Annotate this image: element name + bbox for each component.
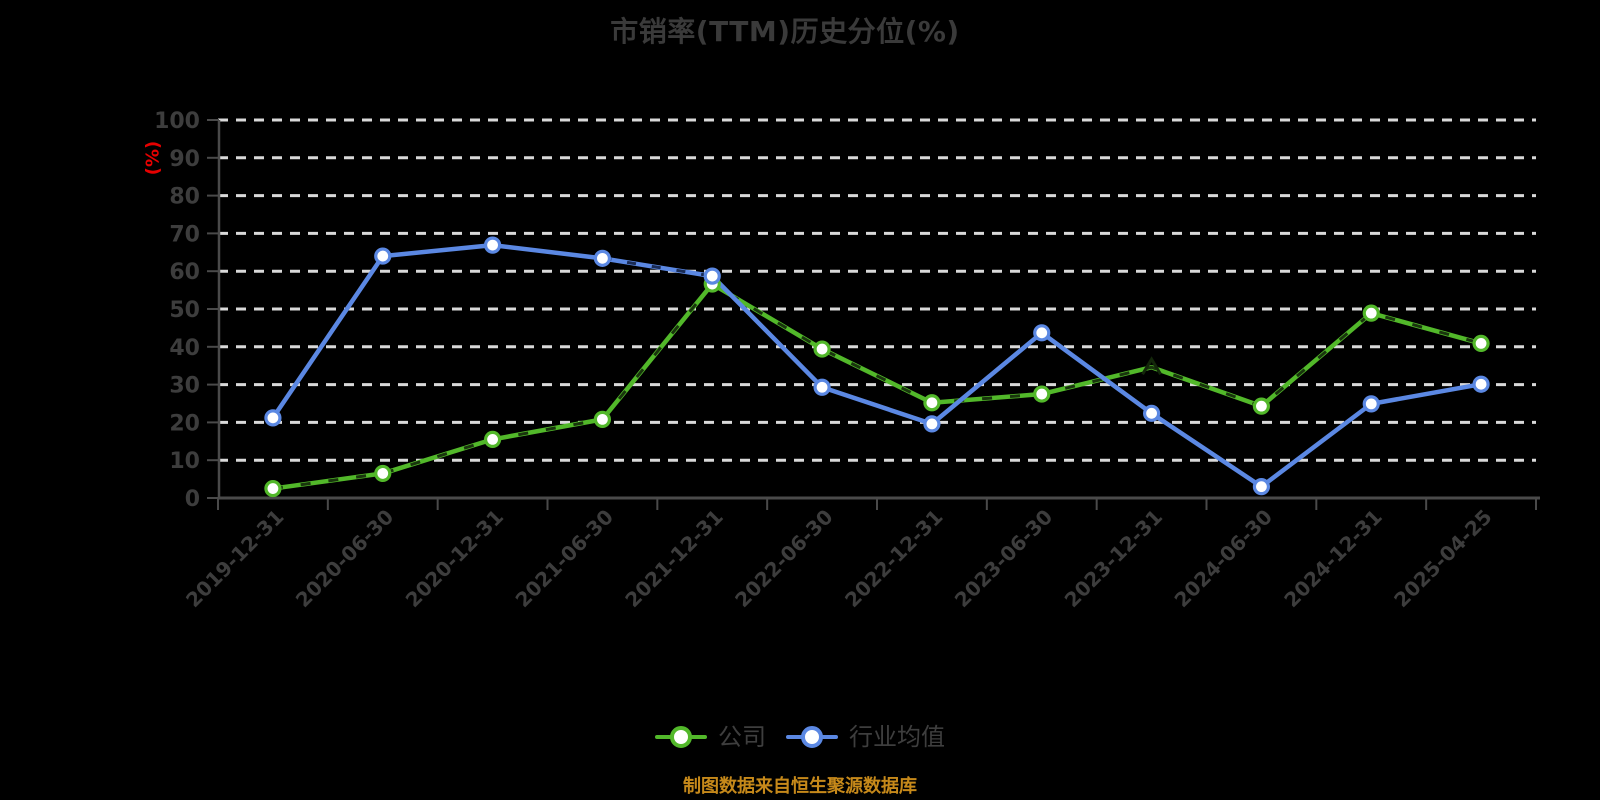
y-axis-tick-label: 100 [154, 109, 200, 134]
x-axis-tick-label: 2024-12-31 [1279, 505, 1386, 612]
x-axis-tick-label: 2020-06-30 [291, 505, 398, 612]
x-axis-tick-label: 2023-12-31 [1060, 505, 1167, 612]
company-legend-dot-icon [670, 726, 692, 748]
chart-legend: 公司 行业均值 [0, 720, 1600, 754]
y-axis-tick-label: 80 [169, 185, 200, 210]
company-data-point[interactable] [1033, 385, 1051, 403]
industry-line-dash-overlay [602, 256, 713, 278]
industry-data-point[interactable] [1252, 478, 1271, 496]
y-axis-tick-label: 30 [169, 374, 200, 399]
industry-data-point[interactable] [374, 247, 392, 265]
y-axis-tick-label: 50 [169, 298, 200, 323]
industry-line [270, 242, 1484, 489]
company-legend-marker [655, 726, 707, 748]
y-axis-tick-label: 20 [169, 411, 200, 436]
x-axis-tick-label: 2022-06-30 [730, 505, 837, 612]
y-axis-tick-label: 70 [169, 222, 200, 247]
chart-title: 市销率(TTM)历史分位(%) [610, 15, 960, 48]
industry-data-point[interactable] [703, 267, 721, 285]
industry-data-point[interactable] [593, 249, 612, 267]
x-axis-tick-label: 2021-12-31 [620, 505, 727, 612]
legend-item-industry[interactable]: 行业均值 [786, 725, 945, 749]
company-data-point[interactable] [1362, 304, 1380, 322]
industry-data-point[interactable] [264, 409, 282, 427]
company-data-point[interactable] [374, 464, 392, 483]
company-legend-label: 公司 [718, 723, 766, 751]
x-axis-tick-label: 2025-04-25 [1389, 505, 1496, 612]
y-axis-unit-label: (%) [142, 140, 164, 176]
x-axis-tick-label: 2023-06-30 [950, 505, 1057, 612]
x-axis-tick-label: 2024-06-30 [1170, 505, 1277, 612]
industry-data-point[interactable] [483, 236, 502, 254]
industry-legend-dot-icon [801, 726, 823, 748]
company-data-point[interactable] [1472, 334, 1490, 352]
y-axis-tick-label: 90 [169, 147, 200, 172]
x-axis-tick-label: 2021-06-30 [511, 505, 618, 612]
industry-data-point[interactable] [1472, 375, 1490, 393]
industry-data-point[interactable] [1362, 395, 1380, 413]
y-axis-tick-label: 10 [169, 449, 200, 474]
data-source-note: 制图数据来自恒生聚源数据库 [683, 776, 917, 797]
company-data-point[interactable] [593, 410, 612, 428]
company-peak-caret-icon [1141, 356, 1162, 375]
industry-legend-marker [786, 726, 838, 748]
company-data-point[interactable] [923, 394, 941, 412]
y-axis-tick-label: 0 [185, 487, 200, 512]
company-line-dash-overlay [272, 282, 1482, 491]
y-axis-tick-label: 40 [169, 336, 200, 361]
x-axis-tick-label: 2019-12-31 [181, 505, 288, 612]
industry-data-point[interactable] [1033, 324, 1051, 342]
industry-data-point[interactable] [923, 415, 941, 433]
company-data-point[interactable] [264, 479, 282, 498]
legend-item-company[interactable]: 公司 [655, 725, 766, 749]
industry-data-point[interactable] [1142, 404, 1161, 422]
company-data-point[interactable] [813, 340, 831, 358]
x-axis-tick-label: 2020-12-31 [401, 505, 508, 612]
industry-data-point[interactable] [813, 378, 831, 396]
x-axis-tick-label: 2022-12-31 [840, 505, 947, 612]
company-data-point[interactable] [483, 430, 502, 449]
company-data-point[interactable] [1252, 397, 1271, 415]
y-axis-tick-label: 60 [169, 260, 200, 285]
industry-legend-label: 行业均值 [849, 723, 945, 751]
